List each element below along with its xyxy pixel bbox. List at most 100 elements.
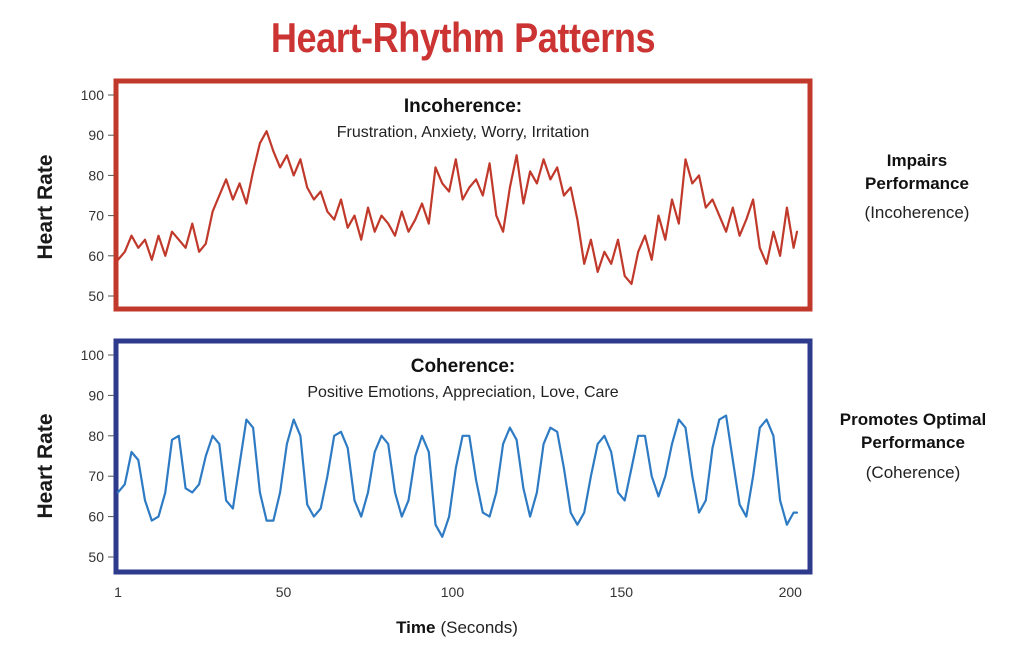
data-point (434, 166, 437, 168)
data-point (772, 435, 775, 437)
data-point (529, 516, 531, 518)
data-point (779, 499, 781, 501)
data-point (786, 524, 788, 526)
data-point (313, 198, 315, 201)
data-point (232, 507, 234, 510)
side-label-line: Performance (861, 433, 965, 452)
data-point (522, 202, 525, 205)
panel-subtitle: Positive Emotions, Appreciation, Love, C… (307, 384, 618, 401)
data-point (157, 235, 160, 237)
data-point (198, 251, 200, 253)
data-point (610, 263, 612, 265)
x-axis-title-bold: Time (396, 618, 435, 637)
data-point (684, 158, 687, 160)
data-point (489, 162, 491, 164)
data-point (482, 194, 484, 197)
data-point (766, 263, 768, 265)
data-point (516, 439, 518, 441)
data-point (617, 491, 619, 493)
data-point (279, 491, 281, 493)
data-point (597, 443, 599, 445)
x-axis-title: Time (Seconds) (396, 618, 518, 637)
data-point (455, 467, 457, 469)
data-point (299, 158, 301, 160)
data-point (245, 419, 247, 421)
data-point (401, 211, 403, 213)
data-point (252, 170, 254, 172)
data-point (225, 499, 227, 501)
data-point (766, 419, 768, 421)
side-label-note: (Coherence) (866, 463, 961, 482)
data-point (772, 231, 775, 233)
data-point (455, 158, 457, 160)
data-point (340, 431, 342, 433)
data-point (164, 491, 166, 493)
plot-frame (113, 338, 813, 575)
y-tick-label: 50 (88, 288, 104, 304)
data-point (293, 419, 295, 421)
plot-frame (113, 78, 813, 312)
data-point (286, 154, 288, 156)
data-point (725, 231, 727, 233)
data-point (353, 499, 356, 501)
data-point (462, 198, 464, 201)
y-tick-label: 100 (81, 347, 105, 363)
data-point (171, 439, 173, 441)
data-point (495, 491, 497, 493)
data-point (502, 443, 504, 445)
data-point (279, 166, 281, 168)
data-point (732, 459, 734, 461)
data-point (745, 516, 747, 518)
data-point (367, 207, 369, 209)
data-point (603, 251, 606, 253)
data-point (191, 223, 193, 225)
chart-panel-coherence: 50 60 70 80 90 100 Heart Rate Coherence: Positiv… (34, 338, 986, 575)
data-point (691, 182, 693, 184)
data-point (441, 536, 443, 538)
data-point (164, 255, 166, 257)
data-point (495, 215, 497, 217)
chart-main-title: Heart-Rhythm Patterns (270, 14, 656, 61)
data-point (556, 431, 558, 433)
data-point (387, 223, 389, 225)
data-point (218, 194, 220, 197)
data-point (293, 174, 295, 176)
data-point (407, 499, 410, 501)
data-point (272, 150, 274, 152)
x-tick-label: 100 (441, 584, 465, 600)
data-point (543, 158, 545, 160)
data-point (509, 427, 511, 429)
data-point (151, 520, 153, 522)
data-point (380, 215, 383, 217)
side-label-line: Performance (865, 174, 969, 193)
data-point (259, 491, 261, 493)
x-tick-label: 50 (276, 584, 292, 600)
data-point (624, 275, 626, 277)
data-point (286, 443, 288, 445)
x-tick-label: 200 (779, 584, 803, 600)
data-point (428, 223, 430, 225)
data-point (796, 511, 798, 514)
panel-title: Coherence: (411, 356, 516, 377)
data-point (144, 239, 146, 241)
data-point (678, 223, 680, 225)
data-point (414, 219, 416, 221)
data-point (516, 154, 518, 156)
data-point (326, 211, 328, 213)
data-point (509, 186, 511, 189)
data-point (394, 491, 396, 493)
data-point (793, 247, 795, 249)
data-point (272, 520, 274, 522)
data-point (786, 207, 788, 209)
y-axis-label: Heart Rate (34, 413, 57, 518)
data-point (414, 455, 416, 457)
y-tick-label: 90 (88, 387, 104, 403)
data-point (603, 435, 606, 437)
data-point (739, 235, 741, 237)
data-point (597, 271, 599, 273)
data-point (543, 443, 545, 445)
data-point (590, 239, 592, 241)
data-point (448, 516, 450, 518)
data-point (590, 475, 592, 477)
